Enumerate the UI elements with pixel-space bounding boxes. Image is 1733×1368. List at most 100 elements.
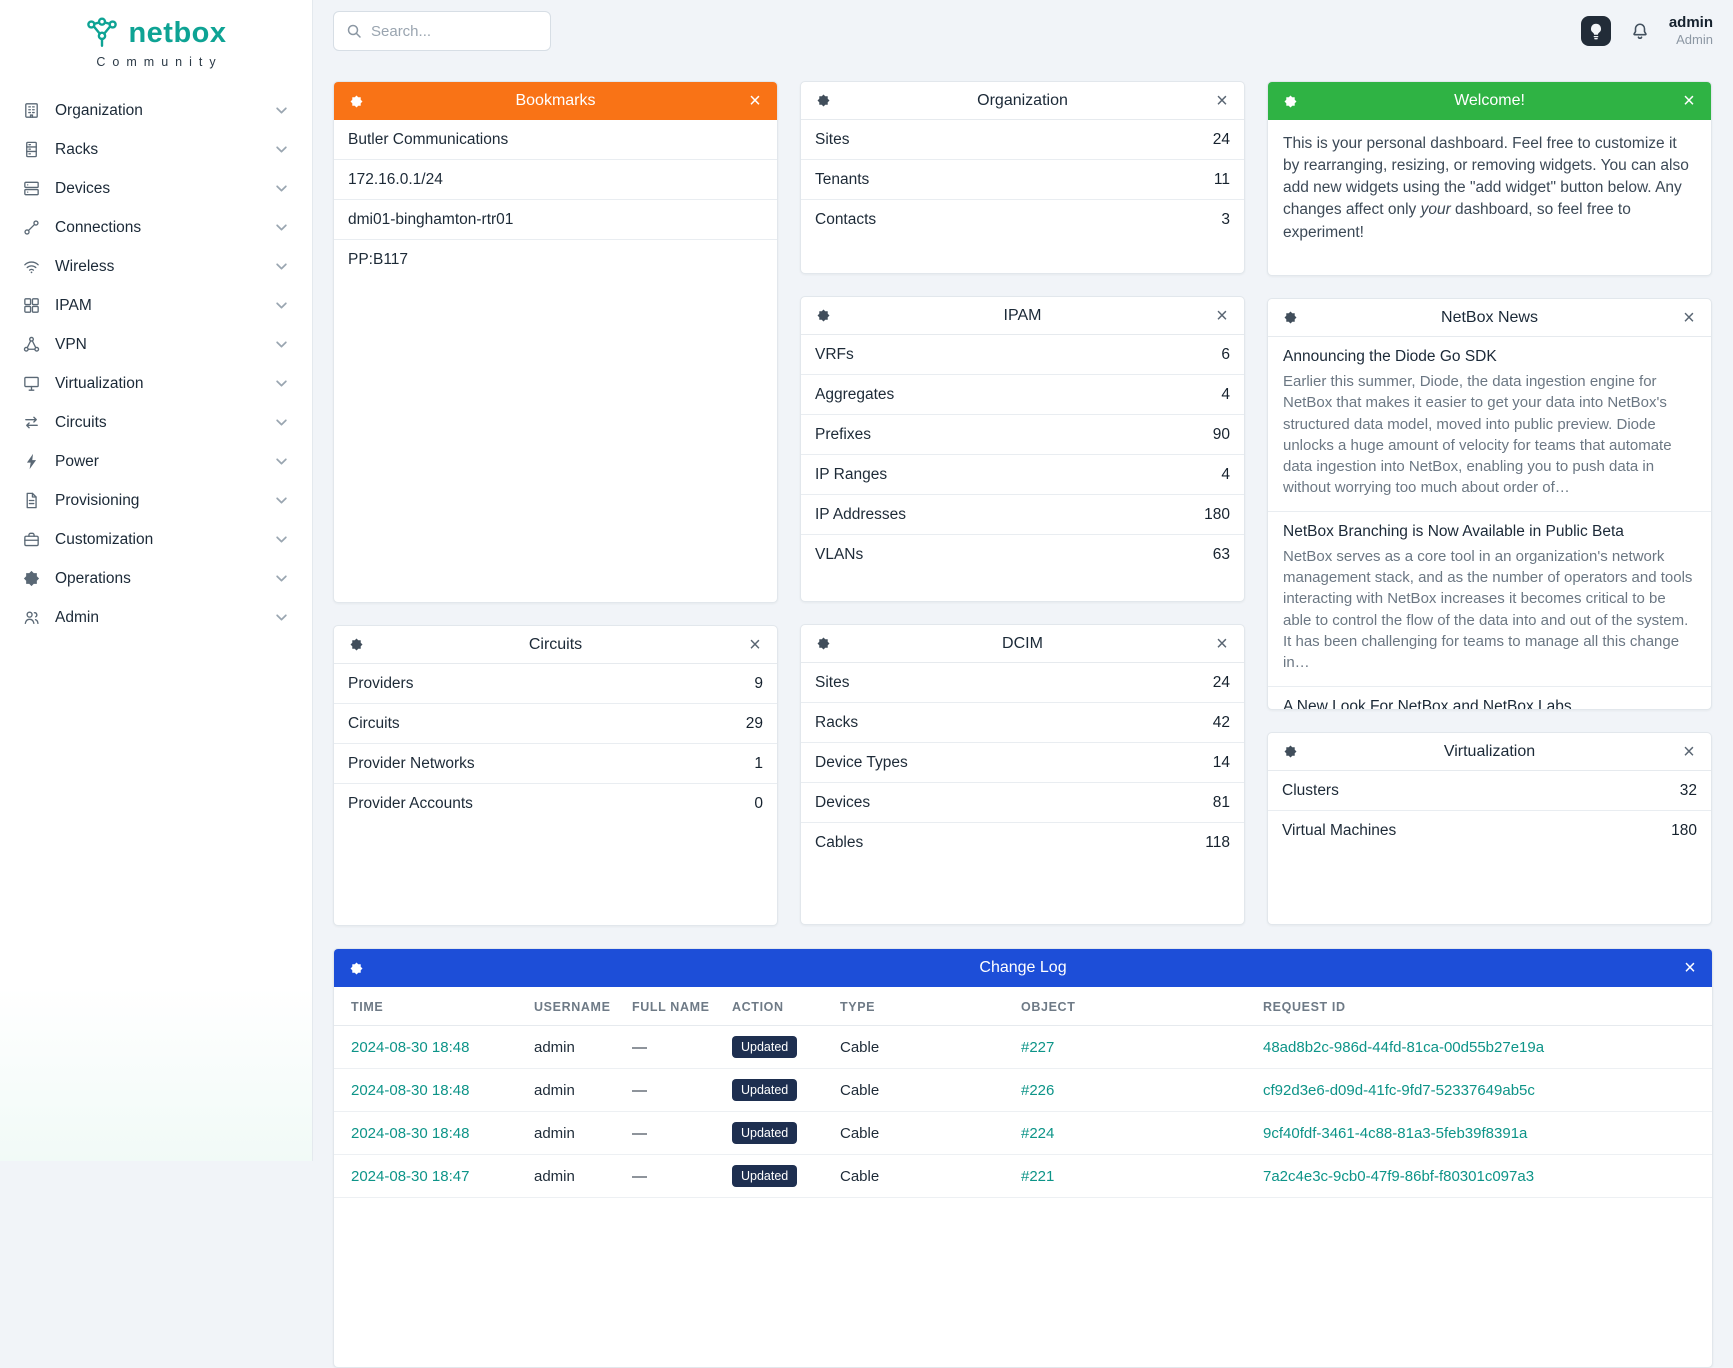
- widget-header: Circuits ×: [334, 626, 777, 664]
- stat-label[interactable]: Prefixes: [815, 425, 871, 443]
- stat-value: 90: [1212, 425, 1230, 443]
- changelog-request-id-link[interactable]: 7a2c4e3c-9cb0-47f9-86bf-f80301c097a3: [1263, 1167, 1535, 1185]
- stat-label[interactable]: Racks: [815, 713, 859, 731]
- changelog-username: admin: [524, 1111, 622, 1155]
- bookmark-link[interactable]: Butler Communications: [348, 130, 509, 148]
- changelog-time-link[interactable]: 2024-08-30 18:48: [351, 1124, 470, 1142]
- sidebar-item-organization[interactable]: Organization: [0, 91, 312, 130]
- search-input[interactable]: [371, 22, 538, 40]
- stat-label[interactable]: Providers: [348, 674, 414, 692]
- sidebar-item-devices[interactable]: Devices: [0, 169, 312, 208]
- widget-config-button[interactable]: [341, 86, 371, 116]
- bookmark-link[interactable]: 172.16.0.1/24: [348, 170, 443, 188]
- widget-config-button[interactable]: [341, 630, 371, 660]
- widget-close-button[interactable]: ×: [1207, 629, 1237, 659]
- stat-label[interactable]: VRFs: [815, 345, 854, 363]
- sidebar-item-connections[interactable]: Connections: [0, 208, 312, 247]
- widget-close-button[interactable]: ×: [1207, 301, 1237, 331]
- widget-welcome: Welcome! × This is your personal dashboa…: [1267, 81, 1712, 276]
- widget-config-button[interactable]: [808, 301, 838, 331]
- widget-title: Welcome!: [1454, 92, 1525, 109]
- changelog-time-link[interactable]: 2024-08-30 18:47: [351, 1167, 470, 1185]
- stat-label[interactable]: Devices: [815, 793, 871, 811]
- stat-label[interactable]: Circuits: [348, 714, 400, 732]
- widget-header: Bookmarks ×: [334, 82, 777, 120]
- stat-row: IP Addresses 180: [801, 495, 1244, 535]
- notifications-button[interactable]: [1625, 16, 1655, 46]
- sidebar-item-circuits[interactable]: Circuits: [0, 403, 312, 442]
- stat-label[interactable]: Sites: [815, 130, 850, 148]
- sidebar-item-label: IPAM: [55, 296, 92, 314]
- stat-label[interactable]: Virtual Machines: [1282, 822, 1397, 839]
- widget-config-button[interactable]: [341, 953, 371, 983]
- stat-row: Sites 24: [801, 120, 1244, 160]
- stat-label[interactable]: VLANs: [815, 546, 864, 563]
- theme-toggle-button[interactable]: [1580, 16, 1611, 46]
- news-headline-link[interactable]: NetBox Branching is Now Available in Pub…: [1283, 522, 1624, 540]
- sidebar-item-provisioning[interactable]: Provisioning: [0, 481, 312, 520]
- sidebar-item-customization[interactable]: Customization: [0, 520, 312, 559]
- widget-close-button[interactable]: ×: [1675, 953, 1705, 983]
- stat-label[interactable]: Provider Networks: [348, 754, 475, 772]
- sidebar-item-admin[interactable]: Admin: [0, 598, 312, 637]
- sidebar-item-virtualization[interactable]: Virtualization: [0, 364, 312, 403]
- widget-title: IPAM: [1003, 306, 1042, 324]
- sidebar-item-power[interactable]: Power: [0, 442, 312, 481]
- bolt-icon: [22, 452, 41, 471]
- stat-row: Virtual Machines 180: [1268, 811, 1711, 851]
- changelog-time-link[interactable]: 2024-08-30 18:48: [351, 1038, 470, 1056]
- widget-close-button[interactable]: ×: [740, 630, 770, 660]
- stat-label[interactable]: Aggregates: [815, 385, 895, 403]
- news-headline-link[interactable]: Announcing the Diode Go SDK: [1283, 348, 1497, 365]
- widget-close-button[interactable]: ×: [1207, 86, 1237, 116]
- widget-close-button[interactable]: ×: [1674, 303, 1704, 333]
- widget-close-button[interactable]: ×: [1674, 737, 1704, 767]
- stat-label[interactable]: IP Addresses: [815, 505, 907, 523]
- changelog-object-link[interactable]: #224: [1021, 1124, 1055, 1142]
- stat-row: Providers 9: [334, 664, 777, 704]
- changelog-type: Cable: [830, 1025, 1011, 1069]
- changelog-object-link[interactable]: #226: [1021, 1081, 1055, 1099]
- stat-value: 63: [1212, 546, 1230, 563]
- changelog-object-link[interactable]: #227: [1021, 1038, 1055, 1056]
- changelog-time-link[interactable]: 2024-08-30 18:48: [351, 1081, 470, 1099]
- widget-config-button[interactable]: [1275, 303, 1305, 333]
- search-box[interactable]: [333, 11, 551, 51]
- stat-label[interactable]: Sites: [815, 673, 850, 691]
- column-header: Type: [830, 987, 1011, 1026]
- changelog-object-link[interactable]: #221: [1021, 1167, 1055, 1185]
- stat-value: 42: [1212, 713, 1230, 731]
- sidebar-item-operations[interactable]: Operations: [0, 559, 312, 598]
- sidebar-item-racks[interactable]: Racks: [0, 130, 312, 169]
- action-badge: Updated: [732, 1036, 798, 1058]
- bookmark-link[interactable]: PP:B117: [348, 251, 409, 268]
- stat-label[interactable]: Contacts: [815, 211, 877, 228]
- stat-label[interactable]: Device Types: [815, 753, 908, 771]
- welcome-text: This is your personal dashboard. Feel fr…: [1283, 135, 1689, 241]
- sidebar: netbox Community Organization Racks Devi…: [0, 0, 313, 1161]
- stat-label[interactable]: Clusters: [1282, 781, 1339, 799]
- widget-config-button[interactable]: [808, 86, 838, 116]
- changelog-request-id-link[interactable]: cf92d3e6-d09d-41fc-9fd7-52337649ab5c: [1263, 1081, 1535, 1099]
- action-badge: Updated: [732, 1079, 798, 1101]
- changelog-type: Cable: [830, 1111, 1011, 1155]
- widget-close-button[interactable]: ×: [1674, 86, 1704, 116]
- user-menu[interactable]: admin Admin: [1669, 14, 1713, 48]
- sidebar-item-wireless[interactable]: Wireless: [0, 247, 312, 286]
- stat-label[interactable]: IP Ranges: [815, 465, 888, 483]
- bookmark-link[interactable]: dmi01-binghamton-rtr01: [348, 210, 514, 228]
- gears-icon: [22, 569, 41, 588]
- changelog-request-id-link[interactable]: 9cf40fdf-3461-4c88-81a3-5feb39f8391a: [1263, 1124, 1528, 1142]
- stat-label[interactable]: Provider Accounts: [348, 795, 473, 812]
- widget-config-button[interactable]: [1275, 737, 1305, 767]
- stat-label[interactable]: Tenants: [815, 170, 870, 188]
- changelog-request-id-link[interactable]: 48ad8b2c-986d-44fd-81ca-00d55b27e19a: [1263, 1038, 1545, 1056]
- widget-config-button[interactable]: [808, 629, 838, 659]
- user-role: Admin: [1676, 32, 1713, 48]
- sidebar-item-vpn[interactable]: VPN: [0, 325, 312, 364]
- news-headline-link[interactable]: A New Look For NetBox and NetBox Labs: [1283, 697, 1572, 709]
- widget-close-button[interactable]: ×: [740, 86, 770, 116]
- sidebar-item-ipam[interactable]: IPAM: [0, 286, 312, 325]
- widget-config-button[interactable]: [1275, 86, 1305, 116]
- stat-label[interactable]: Cables: [815, 834, 864, 851]
